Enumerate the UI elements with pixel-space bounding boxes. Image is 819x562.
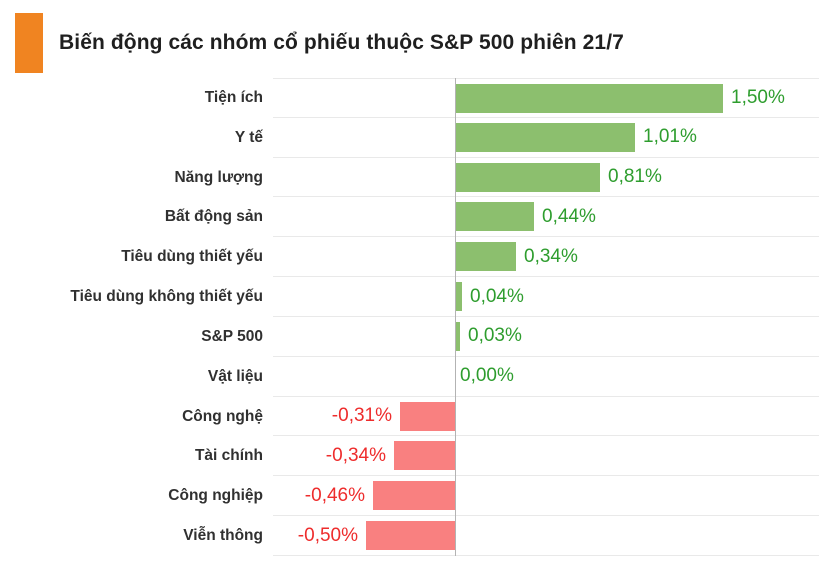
category-label: Viễn thông [183,527,263,545]
row-plot: 0,00% [273,357,819,397]
row-plot: -0,50% [273,516,819,556]
row-plot: 0,04% [273,277,819,317]
value-label: 0,03% [468,325,522,347]
chart-row: Tiêu dùng không thiết yếu 0,04% [0,277,819,317]
chart-row: Bất động sản 0,44% [0,197,819,238]
row-plot: 1,50% [273,78,819,118]
chart-row: Viễn thông -0,50% [0,516,819,556]
page-title: Biến động các nhóm cổ phiếu thuộc S&P 50… [59,31,624,54]
value-label: -0,50% [297,524,358,546]
category-label: Công nghệ [182,407,263,425]
value-label: 0,34% [524,245,578,267]
negative-bar [373,481,455,511]
category-label: Công nghiệp [168,487,263,505]
positive-bar [455,282,462,312]
value-label: -0,34% [325,444,386,466]
chart-row: Y tế 1,01% [0,118,819,158]
negative-bar [394,441,455,471]
category-label: Y tế [234,128,263,146]
chart-header: Biến động các nhóm cổ phiếu thuộc S&P 50… [15,13,624,73]
value-label: -0,46% [304,484,365,506]
value-label: 0,00% [460,365,514,387]
category-label: Bất động sản [164,208,263,226]
row-plot: -0,46% [273,476,819,517]
positive-bar [455,321,460,351]
chart-row: Tiêu dùng thiết yếu 0,34% [0,237,819,278]
row-plot: -0,31% [273,397,819,437]
row-plot: 0,44% [273,197,819,238]
value-label: 0,44% [542,205,596,227]
negative-bar [400,401,455,431]
chart-row: S&P 500 0,03% [0,317,819,357]
row-plot: 0,34% [273,237,819,278]
positive-bar [455,202,534,232]
value-label: -0,31% [331,405,392,427]
category-label: Tiêu dùng không thiết yếu [70,288,263,306]
category-label: Năng lượng [174,168,263,186]
chart-row: Công nghệ -0,31% [0,397,819,437]
chart-row: Tài chính -0,34% [0,436,819,477]
bar-chart: Tiện ích 1,50% Y tế 1,01% Năng lượng 0,81% Bất… [0,78,819,556]
chart-row: Vật liệu 0,00% [0,357,819,397]
category-label: Vật liệu [207,367,263,385]
positive-bar [455,84,723,113]
value-label: 0,04% [470,285,524,307]
value-label: 0,81% [608,166,662,188]
value-label: 1,50% [731,86,785,108]
chart-rows: Tiện ích 1,50% Y tế 1,01% Năng lượng 0,81% Bất… [0,78,819,556]
row-plot: 0,03% [273,317,819,357]
row-plot: 1,01% [273,118,819,158]
accent-square [15,13,43,73]
positive-bar [455,122,635,152]
chart-row: Công nghiệp -0,46% [0,476,819,517]
value-label: 1,01% [643,126,697,148]
row-plot: 0,81% [273,158,819,198]
chart-row: Năng lượng 0,81% [0,158,819,198]
category-label: Tiện ích [204,88,263,106]
chart-row: Tiện ích 1,50% [0,78,819,118]
positive-bar [455,162,600,192]
negative-bar [366,521,455,551]
category-label: Tiêu dùng thiết yếu [121,248,263,266]
category-label: S&P 500 [201,327,263,345]
positive-bar [455,242,516,272]
category-label: Tài chính [194,447,263,465]
row-plot: -0,34% [273,436,819,477]
zero-axis-line [455,78,456,556]
